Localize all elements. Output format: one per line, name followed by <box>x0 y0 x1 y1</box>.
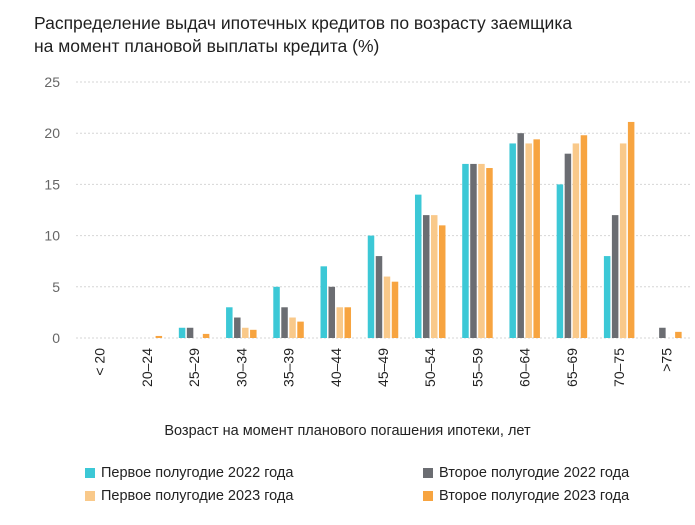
bar <box>556 184 564 338</box>
bar <box>328 286 336 338</box>
bar <box>525 143 532 338</box>
legend: Первое полугодие 2022 года Второе полуго… <box>0 463 695 513</box>
bar <box>336 307 344 338</box>
y-tick-label: 25 <box>44 74 60 90</box>
legend-label: Второе полугодие 2022 года <box>439 465 630 481</box>
y-tick-label: 0 <box>52 330 60 346</box>
bar <box>186 327 194 338</box>
bar <box>564 153 572 338</box>
legend-swatch <box>423 468 433 478</box>
bar <box>155 335 163 338</box>
legend-swatch <box>85 491 95 501</box>
bar <box>611 215 619 338</box>
bar <box>533 139 540 338</box>
bar <box>273 286 280 338</box>
x-tick-label: 70–75 <box>611 348 627 387</box>
legend-item-h2-2023: Второе полугодие 2023 года <box>423 488 629 504</box>
bars <box>155 121 682 338</box>
y-tick-label: 5 <box>52 279 60 295</box>
x-tick-label: 45–49 <box>375 348 391 387</box>
chart-title: Распределение выдач ипотечных кредитов п… <box>34 12 684 58</box>
x-tick-label: 20–24 <box>139 348 155 387</box>
bar <box>344 307 352 338</box>
bar <box>572 143 580 338</box>
bar <box>462 163 469 338</box>
x-tick-label: 60–64 <box>517 348 533 387</box>
bar <box>250 329 257 338</box>
bar-chart: 0 5 10 15 20 25 < 20 20–24 25–29 30–34 35–39 40–44… <box>44 74 690 387</box>
bar <box>470 163 477 338</box>
bar <box>234 317 241 338</box>
x-tick-label: 50–54 <box>422 348 438 387</box>
bar <box>675 331 682 338</box>
bar <box>226 307 233 338</box>
legend-item-h2-2022: Второе полугодие 2022 года <box>423 465 629 481</box>
y-axis-tick-labels: 0 5 10 15 20 25 <box>44 74 60 346</box>
x-tick-label: 25–29 <box>186 348 202 387</box>
legend-swatch <box>423 491 433 501</box>
bar <box>383 276 391 338</box>
legend-label: Второе полугодие 2023 года <box>439 488 630 504</box>
bar <box>414 194 422 338</box>
bar <box>659 327 666 338</box>
bar <box>580 135 588 338</box>
bar <box>202 333 210 338</box>
x-axis-label: Возраст на момент планового погашения ип… <box>164 423 531 439</box>
bar <box>391 281 399 338</box>
bar <box>242 327 249 338</box>
legend-label: Первое полугодие 2022 года <box>101 465 294 481</box>
legend-item-h1-2023: Первое полугодие 2023 года <box>85 488 293 504</box>
x-tick-label: 65–69 <box>564 348 580 387</box>
legend-label: Первое полугодие 2023 года <box>101 488 294 504</box>
bar <box>486 168 493 338</box>
bar <box>438 225 446 338</box>
bar <box>297 321 304 338</box>
legend-swatch <box>85 468 95 478</box>
x-tick-label: 30–34 <box>233 348 249 387</box>
bar <box>289 317 296 338</box>
bar <box>603 256 611 338</box>
bar <box>509 143 516 338</box>
bar <box>619 143 627 338</box>
bar <box>367 235 375 338</box>
bar <box>517 133 524 338</box>
bar <box>375 256 383 338</box>
x-tick-label: 35–39 <box>281 348 297 387</box>
y-tick-label: 10 <box>44 228 60 244</box>
x-tick-label: 55–59 <box>470 348 486 387</box>
chart-title-line-1: Распределение выдач ипотечных кредитов п… <box>34 13 573 33</box>
bar <box>422 215 430 338</box>
x-tick-label: < 20 <box>92 348 108 376</box>
legend-item-h1-2022: Первое полугодие 2022 года <box>85 465 293 481</box>
bar <box>627 121 635 338</box>
x-tick-label: >75 <box>658 348 674 372</box>
bar <box>281 307 288 338</box>
x-tick-label: 40–44 <box>328 348 344 387</box>
bar <box>478 163 485 338</box>
bar <box>320 266 328 338</box>
bar <box>178 327 186 338</box>
y-tick-label: 20 <box>44 125 60 141</box>
x-axis-tick-labels: < 20 20–24 25–29 30–34 35–39 40–44 45–49 50–54 5… <box>92 348 675 387</box>
chart-title-line-2: на момент плановой выплаты кредита (%) <box>34 36 380 56</box>
y-tick-label: 15 <box>44 176 60 192</box>
bar <box>430 215 438 338</box>
grid-lines <box>76 81 690 339</box>
